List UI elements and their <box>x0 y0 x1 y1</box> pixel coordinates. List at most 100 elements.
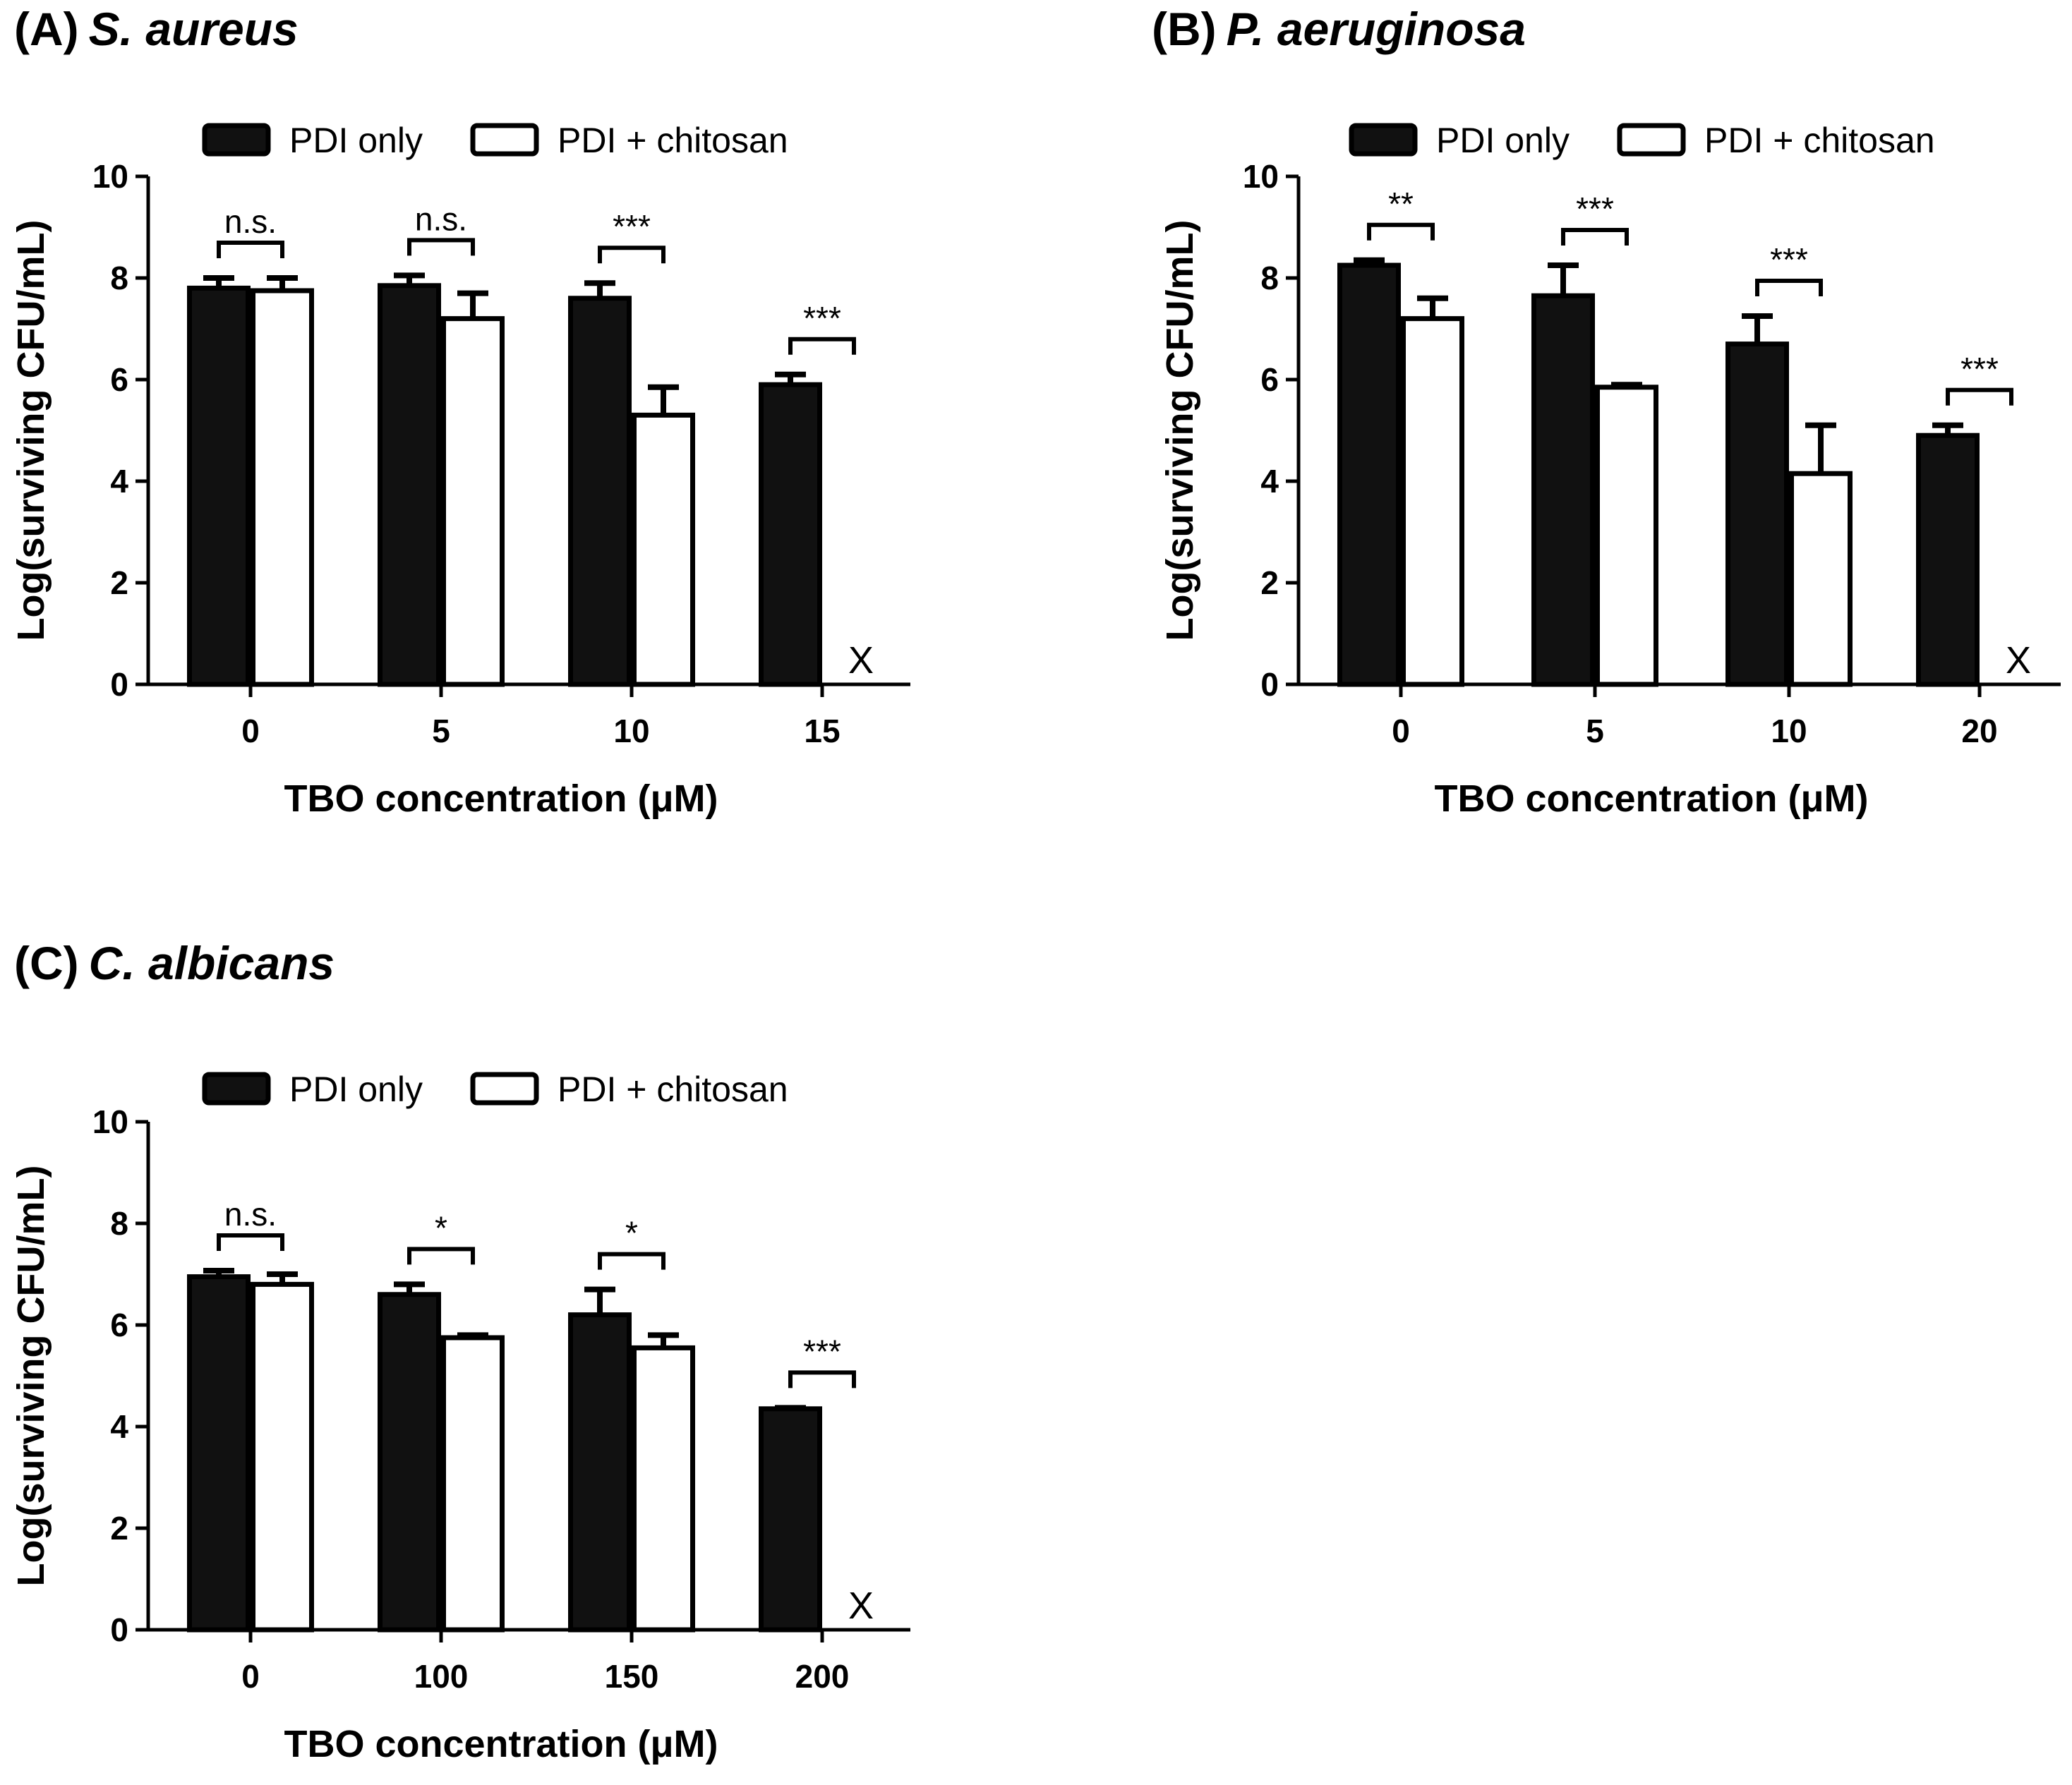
panel-c-sig-bracket-3 <box>788 1370 856 1388</box>
panel-b-y-tick-label-2: 4 <box>1260 463 1279 500</box>
panel-b-y-tick-label-0: 0 <box>1260 666 1279 703</box>
panel-c-x-tick-label-1: 100 <box>414 1658 469 1695</box>
panel-b-y-tick-label-4: 8 <box>1260 260 1279 296</box>
panel-c-bar-pdi-only-2 <box>568 1312 632 1633</box>
panel-c-bar-pdi-only-3 <box>759 1406 822 1633</box>
panel-a-y-tick-label-2: 4 <box>110 463 128 500</box>
panel-c-bar-pdi-only-0 <box>187 1274 251 1633</box>
panel-b-y-tick-label-1: 2 <box>1260 564 1279 601</box>
panel-b-sig-bracket-0 <box>1367 222 1435 241</box>
panel-b-bar-pdi-only-2 <box>1725 341 1789 687</box>
panel-a-sig-label-3: *** <box>803 300 841 337</box>
panel-c-legend-swatch-0 <box>202 1072 271 1106</box>
panel-a-sig-bracket-3 <box>788 337 856 355</box>
panel-b: (B) P. aeruginosa PDI only PDI + chitosan 0… <box>1152 3 2061 820</box>
panel-b-legend-label-0: PDI only <box>1436 121 1570 160</box>
panel-a-legend-label-1: PDI + chitosan <box>558 121 788 160</box>
panel-b-x-tick-label-0: 0 <box>1392 713 1410 749</box>
panel-b-sig-label-2: *** <box>1770 241 1808 278</box>
panel-b-x-tick-label-1: 5 <box>1586 713 1604 749</box>
panel-c-x-tick-label-0: 0 <box>241 1658 260 1695</box>
panel-a-y-tick-label-5: 10 <box>92 158 128 195</box>
panel-a-x-tick-label-0: 0 <box>241 713 260 749</box>
panel-a-bar-pdi-chitosan-1 <box>441 316 505 687</box>
panel-a-y-tick-label-1: 2 <box>110 564 128 601</box>
panel-c-legend-label-1: PDI + chitosan <box>558 1070 788 1109</box>
panel-b-sig-bracket-3 <box>1946 387 2013 406</box>
panel-c-x-tick-label-2: 150 <box>605 1658 659 1695</box>
panel-a-y-axis-label: Log(surviving CFU/mL) <box>10 220 52 641</box>
panel-b-bar-pdi-chitosan-1 <box>1595 385 1658 687</box>
panel-c-bar-pdi-chitosan-0 <box>251 1281 314 1633</box>
panel-b-legend-swatch-0 <box>1349 123 1418 157</box>
panel-a: (A) S. aureus PDI only PDI + chitosan 0 2 4 6 8… <box>10 3 910 820</box>
panel-a-bar-pdi-only-0 <box>187 285 251 687</box>
panel-a-sig-label-1: n.s. <box>415 200 467 237</box>
panel-c-y-tick-label-3: 6 <box>110 1307 128 1343</box>
panel-a-sig-label-0: n.s. <box>224 203 277 240</box>
panel-c: (C) C. albicans PDI only PDI + chitosan 0 2 4… <box>10 937 910 1765</box>
panel-a-missing-marker-3: X <box>848 639 874 682</box>
panel-c-sig-label-0: n.s. <box>224 1196 277 1233</box>
panel-a-bar-pdi-chitosan-0 <box>251 288 314 687</box>
panel-b-sig-label-0: ** <box>1388 186 1414 222</box>
panel-b-bar-pdi-only-0 <box>1337 262 1401 687</box>
panel-b-legend-swatch-1 <box>1617 123 1686 157</box>
panel-a-x-axis-label: TBO concentration (μM) <box>284 777 718 820</box>
panel-b-x-tick-label-3: 20 <box>1961 713 1997 749</box>
panel-b-missing-marker-3: X <box>2006 639 2031 682</box>
panel-a-x-tick-label-2: 10 <box>613 713 649 749</box>
panel-a-legend-label-0: PDI only <box>289 121 423 160</box>
panel-a-sig-bracket-0 <box>217 241 284 258</box>
panel-c-sig-bracket-2 <box>598 1252 665 1270</box>
panel-c-missing-marker-3: X <box>848 1585 874 1627</box>
panel-a-sig-label-2: *** <box>613 208 651 245</box>
panel-c-bar-pdi-only-1 <box>378 1292 441 1633</box>
panel-c-sig-label-2: * <box>625 1215 638 1252</box>
panel-b-x-axis-label: TBO concentration (μM) <box>1434 777 1868 820</box>
panel-c-legend-label-0: PDI only <box>289 1070 423 1109</box>
panel-a-bar-pdi-only-1 <box>378 283 441 687</box>
panel-b-sig-bracket-1 <box>1561 228 1629 246</box>
panel-a-bar-pdi-only-2 <box>568 296 632 687</box>
panel-a-y-tick-label-3: 6 <box>110 361 128 398</box>
panel-a-sig-bracket-1 <box>407 238 475 256</box>
panel-b-bar-pdi-only-3 <box>1916 432 1980 687</box>
panel-a-title: (A) S. aureus <box>14 3 299 55</box>
panel-b-sig-label-1: *** <box>1576 190 1614 227</box>
panel-c-bar-pdi-chitosan-1 <box>441 1335 505 1633</box>
panel-b-y-axis-label: Log(surviving CFU/mL) <box>1159 220 1201 641</box>
panel-b-y-tick-label-3: 6 <box>1260 361 1279 398</box>
panel-a-legend-swatch-1 <box>470 123 539 157</box>
panel-c-sig-bracket-1 <box>407 1247 475 1265</box>
panel-b-sig-label-3: *** <box>1960 351 1999 387</box>
panel-c-sig-label-3: *** <box>803 1333 841 1369</box>
panel-a-y-tick-label-0: 0 <box>110 666 128 703</box>
panel-a-y-tick-label-4: 8 <box>110 260 128 296</box>
panel-c-title: (C) C. albicans <box>14 937 335 989</box>
panel-a-x-tick-label-3: 15 <box>804 713 840 749</box>
panel-c-sig-bracket-0 <box>217 1233 284 1251</box>
panel-c-x-axis-label: TBO concentration (μM) <box>284 1723 718 1765</box>
panel-b-bar-pdi-chitosan-2 <box>1789 471 1853 687</box>
panel-c-sig-label-1: * <box>435 1209 447 1246</box>
panel-a-legend-swatch-0 <box>202 123 271 157</box>
panel-b-title: (B) P. aeruginosa <box>1152 3 1526 55</box>
panel-c-y-tick-label-1: 2 <box>110 1510 128 1547</box>
panel-c-bar-pdi-chitosan-2 <box>632 1345 695 1633</box>
panel-c-y-axis-label: Log(surviving CFU/mL) <box>10 1166 52 1587</box>
panel-b-bar-pdi-chitosan-0 <box>1401 316 1464 687</box>
panel-b-sig-bracket-2 <box>1755 279 1823 296</box>
panel-c-legend-swatch-1 <box>470 1072 539 1106</box>
panel-b-x-tick-label-2: 10 <box>1771 713 1807 749</box>
panel-c-y-tick-label-0: 0 <box>110 1611 128 1648</box>
panel-c-y-tick-label-2: 4 <box>110 1408 128 1445</box>
panel-c-x-tick-label-3: 200 <box>795 1658 850 1695</box>
panel-c-y-tick-label-5: 10 <box>92 1103 128 1140</box>
panel-a-bar-pdi-chitosan-2 <box>632 412 695 687</box>
panel-b-y-tick-label-5: 10 <box>1243 158 1279 195</box>
panel-a-sig-bracket-2 <box>598 246 665 264</box>
panel-a-x-tick-label-1: 5 <box>432 713 450 749</box>
panel-b-legend-label-1: PDI + chitosan <box>1704 121 1935 160</box>
panel-b-bar-pdi-only-1 <box>1531 293 1595 687</box>
